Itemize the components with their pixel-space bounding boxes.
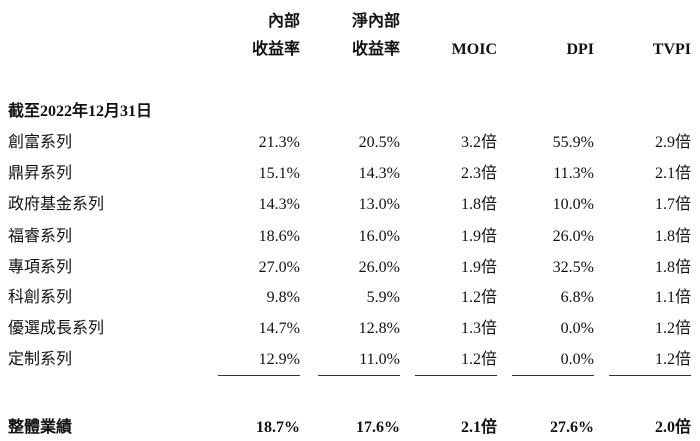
cell: 1.8倍 bbox=[460, 196, 497, 213]
column-header: TVPI bbox=[652, 41, 691, 58]
total-cell: 18.7% bbox=[256, 419, 300, 436]
cell: 14.3% bbox=[258, 196, 300, 213]
cell: 1.1倍 bbox=[654, 289, 691, 306]
cell: 14.3% bbox=[358, 165, 400, 182]
cell: 21.3% bbox=[258, 134, 300, 151]
cell: 27.0% bbox=[258, 259, 300, 276]
rule bbox=[512, 375, 594, 376]
cell: 6.8% bbox=[560, 289, 594, 306]
total-cell: 27.6% bbox=[550, 419, 594, 436]
cell: 9.8% bbox=[266, 289, 300, 306]
cell: 13.0% bbox=[358, 196, 400, 213]
cell: 1.7倍 bbox=[654, 196, 691, 213]
cell: 1.2倍 bbox=[654, 351, 691, 368]
cell: 1.2倍 bbox=[460, 289, 497, 306]
cell: 32.5% bbox=[552, 259, 594, 276]
column-header: 收益率 bbox=[351, 41, 400, 58]
rule bbox=[415, 375, 497, 376]
cell: 0.0% bbox=[560, 320, 594, 337]
row-label: 科創系列 bbox=[8, 289, 73, 306]
cell: 1.8倍 bbox=[654, 228, 691, 245]
row-label: 政府基金系列 bbox=[8, 196, 105, 213]
cell: 55.9% bbox=[552, 134, 594, 151]
row-label: 創富系列 bbox=[8, 134, 73, 151]
rule bbox=[318, 375, 400, 376]
cell: 1.3倍 bbox=[460, 320, 497, 337]
column-header: 內部 bbox=[267, 13, 300, 30]
row-label: 專項系列 bbox=[8, 259, 73, 276]
cell: 1.9倍 bbox=[460, 259, 497, 276]
column-header: 淨內部 bbox=[351, 13, 400, 30]
cell: 26.0% bbox=[552, 228, 594, 245]
cell: 10.0% bbox=[552, 196, 594, 213]
cell: 1.9倍 bbox=[460, 228, 497, 245]
cell: 11.3% bbox=[553, 165, 594, 182]
column-header: DPI bbox=[566, 41, 594, 58]
cell: 0.0% bbox=[560, 351, 594, 368]
row-label: 鼎昇系列 bbox=[8, 165, 73, 182]
rule bbox=[609, 375, 691, 376]
cell: 12.9% bbox=[258, 351, 300, 368]
cell: 1.2倍 bbox=[460, 351, 497, 368]
cell: 2.3倍 bbox=[460, 165, 497, 182]
cell: 15.1% bbox=[258, 165, 300, 182]
cell: 18.6% bbox=[258, 228, 300, 245]
column-header: 收益率 bbox=[251, 41, 300, 58]
cell: 1.8倍 bbox=[654, 259, 691, 276]
column-header: MOIC bbox=[451, 41, 497, 58]
total-cell: 2.1倍 bbox=[460, 419, 497, 436]
cell: 2.1倍 bbox=[654, 165, 691, 182]
rule bbox=[218, 375, 300, 376]
row-label: 定制系列 bbox=[8, 351, 73, 368]
section-label: 截至2022年12月31日 bbox=[8, 103, 153, 120]
cell: 26.0% bbox=[358, 259, 400, 276]
cell: 16.0% bbox=[358, 228, 400, 245]
cell: 20.5% bbox=[358, 134, 400, 151]
row-label: 福睿系列 bbox=[8, 228, 73, 245]
cell: 5.9% bbox=[366, 289, 400, 306]
total-cell: 17.6% bbox=[356, 419, 400, 436]
row-label: 優選成長系列 bbox=[8, 320, 105, 337]
cell: 14.7% bbox=[258, 320, 300, 337]
total-cell: 2.0倍 bbox=[654, 419, 691, 436]
cell: 2.9倍 bbox=[654, 134, 691, 151]
total-label: 整體業績 bbox=[8, 419, 73, 436]
cell: 1.2倍 bbox=[654, 320, 691, 337]
cell: 12.8% bbox=[358, 320, 400, 337]
cell: 3.2倍 bbox=[460, 134, 497, 151]
cell: 11.0% bbox=[359, 351, 400, 368]
